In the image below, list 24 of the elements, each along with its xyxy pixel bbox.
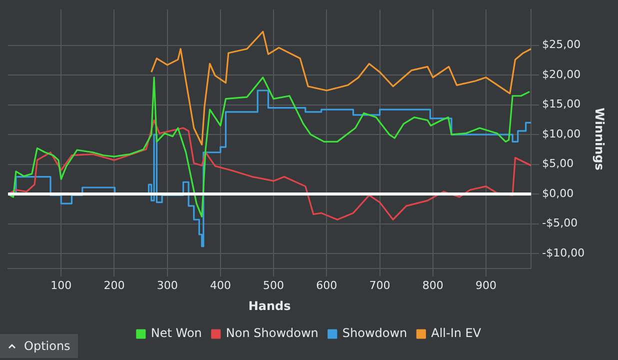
y-tick-label: $10,00 [542, 127, 581, 140]
x-tick-label: 100 [50, 278, 72, 292]
legend-label: Non Showdown [226, 326, 318, 340]
legend-label: All-In EV [431, 326, 482, 340]
x-tick-label: 200 [104, 278, 125, 292]
x-axis-title: Hands [248, 298, 291, 313]
y-axis-title: Winnings [592, 108, 607, 170]
x-tick-label: 300 [156, 278, 178, 292]
y-tick-label: $5,00 [542, 157, 574, 170]
x-tick-label: 600 [316, 278, 338, 292]
x-tick-label: 500 [263, 278, 284, 292]
y-tick-label: $20,00 [542, 68, 581, 81]
x-tick-label: 800 [422, 278, 444, 292]
y-tick-label: $15,00 [542, 98, 581, 111]
x-tick-label: 700 [369, 278, 390, 292]
x-tick-label: 900 [475, 278, 496, 292]
y-tick-label: -$5,00 [542, 216, 578, 230]
text: Options [24, 339, 70, 353]
x-tick-label: 400 [210, 278, 231, 292]
y-tick-label: $0,00 [542, 186, 574, 200]
y-tick-label: $25,00 [542, 38, 581, 52]
legend-label: Net Won [150, 326, 202, 340]
legend-label: Showdown [342, 326, 408, 340]
y-tick-label: -$10,00 [542, 246, 585, 260]
